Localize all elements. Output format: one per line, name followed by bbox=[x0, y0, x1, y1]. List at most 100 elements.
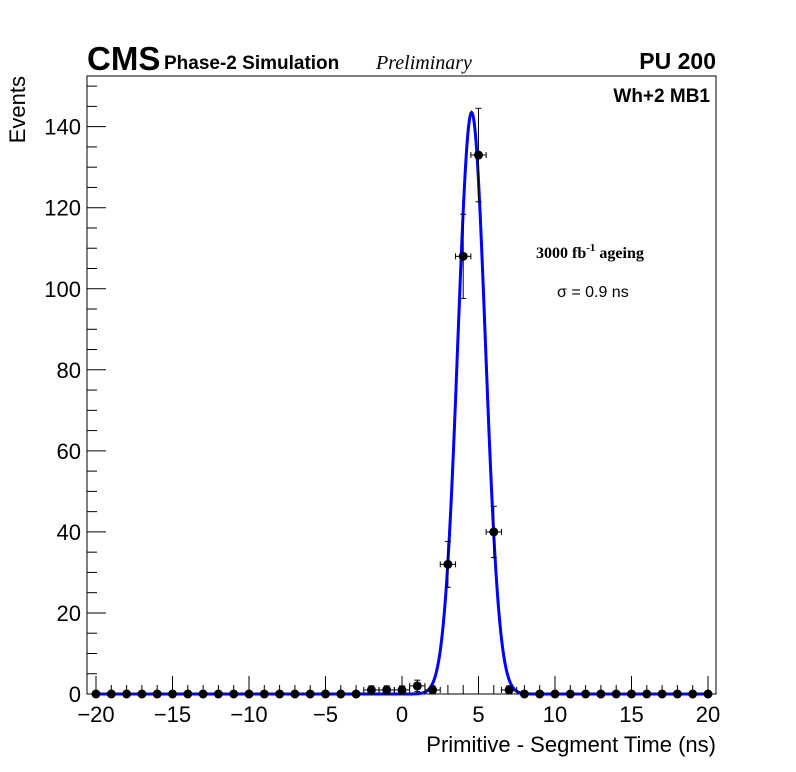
data-marker bbox=[657, 689, 667, 699]
x-tick-label: 5 bbox=[472, 702, 484, 727]
x-tick-label: −15 bbox=[154, 702, 191, 727]
data-point bbox=[393, 685, 411, 695]
x-tick-label: −20 bbox=[77, 702, 114, 727]
data-marker bbox=[259, 689, 269, 699]
x-tick-label: 10 bbox=[543, 702, 567, 727]
y-tick-label: 120 bbox=[44, 196, 81, 221]
data-marker bbox=[458, 251, 468, 261]
data-point bbox=[409, 679, 426, 693]
data-marker bbox=[596, 689, 606, 699]
simulation-label: Phase-2 Simulation bbox=[164, 53, 339, 74]
data-point bbox=[305, 689, 315, 699]
y-tick-label: 80 bbox=[57, 358, 81, 383]
data-point bbox=[703, 689, 713, 699]
station-label: Wh+2 MB1 bbox=[613, 86, 710, 107]
data-point bbox=[455, 213, 472, 299]
data-point bbox=[611, 689, 621, 699]
data-point bbox=[198, 689, 208, 699]
data-marker bbox=[474, 150, 483, 160]
data-marker bbox=[504, 685, 514, 695]
ageing-label: 3000 fb-1 ageing bbox=[536, 242, 644, 262]
data-point bbox=[627, 689, 636, 699]
x-axis-label: Primitive - Segment Time (ns) bbox=[426, 732, 716, 757]
preliminary-label: Preliminary bbox=[375, 52, 472, 74]
data-points bbox=[91, 107, 713, 699]
data-marker bbox=[382, 685, 392, 695]
data-point bbox=[550, 689, 560, 699]
data-point bbox=[290, 689, 300, 699]
data-marker bbox=[412, 681, 422, 691]
data-point bbox=[106, 689, 116, 699]
data-point bbox=[500, 685, 518, 695]
data-marker bbox=[168, 689, 177, 699]
data-marker bbox=[703, 689, 713, 699]
data-marker bbox=[443, 559, 453, 569]
data-point bbox=[642, 689, 652, 699]
data-marker bbox=[198, 689, 208, 699]
tick-marks bbox=[87, 85, 709, 695]
data-marker bbox=[489, 527, 499, 537]
x-tick-label: 20 bbox=[696, 702, 720, 727]
x-tick-label: 15 bbox=[619, 702, 643, 727]
data-marker bbox=[213, 689, 223, 699]
data-point bbox=[244, 689, 254, 699]
data-point bbox=[351, 689, 361, 699]
y-tick-labels: 0 20 40 60 80 100 120 140 bbox=[44, 115, 81, 707]
data-marker bbox=[305, 689, 315, 699]
data-point bbox=[183, 689, 193, 699]
data-point bbox=[137, 689, 147, 699]
data-marker bbox=[91, 689, 101, 699]
ageing-prefix: 3000 fb bbox=[536, 245, 586, 262]
data-marker bbox=[565, 689, 575, 699]
data-marker bbox=[672, 689, 682, 699]
data-marker bbox=[428, 685, 438, 695]
data-marker bbox=[137, 689, 147, 699]
y-tick-label: 20 bbox=[57, 601, 81, 626]
data-marker bbox=[321, 689, 330, 699]
data-marker bbox=[336, 689, 346, 699]
data-point bbox=[213, 689, 223, 699]
gaussian-fit-curve bbox=[96, 110, 708, 696]
data-marker bbox=[183, 689, 193, 699]
data-marker bbox=[519, 689, 529, 699]
fit-layer bbox=[96, 110, 708, 696]
data-point bbox=[470, 107, 487, 203]
data-point bbox=[672, 689, 682, 699]
data-marker bbox=[152, 689, 162, 699]
data-point bbox=[535, 689, 545, 699]
ageing-exponent: -1 bbox=[586, 242, 595, 254]
data-marker bbox=[642, 689, 652, 699]
data-marker bbox=[229, 689, 239, 699]
data-point bbox=[519, 689, 529, 699]
ageing-suffix: ageing bbox=[595, 245, 643, 262]
x-tick-label: 0 bbox=[396, 702, 408, 727]
y-tick-label: 140 bbox=[44, 115, 81, 140]
data-point bbox=[321, 689, 330, 699]
data-marker bbox=[627, 689, 636, 699]
data-point bbox=[275, 689, 285, 699]
data-point bbox=[439, 540, 457, 588]
data-marker bbox=[366, 685, 376, 695]
data-point bbox=[424, 685, 441, 695]
data-point bbox=[122, 689, 132, 699]
data-marker bbox=[611, 689, 621, 699]
data-point bbox=[688, 689, 698, 699]
data-point bbox=[363, 685, 380, 695]
data-marker bbox=[688, 689, 698, 699]
y-tick-label: 40 bbox=[57, 520, 81, 545]
data-point bbox=[259, 689, 269, 699]
data-marker bbox=[535, 689, 545, 699]
x-tick-labels: −20 −15 −10 −5 0 5 10 15 20 bbox=[77, 702, 720, 727]
data-point bbox=[565, 689, 575, 699]
data-marker bbox=[106, 689, 116, 699]
data-marker bbox=[581, 689, 591, 699]
data-point bbox=[657, 689, 667, 699]
data-marker bbox=[290, 689, 300, 699]
y-tick-label: 60 bbox=[57, 439, 81, 464]
data-point bbox=[485, 505, 502, 559]
pileup-label: PU 200 bbox=[639, 48, 716, 74]
data-point bbox=[91, 689, 101, 699]
x-tick-label: −5 bbox=[313, 702, 338, 727]
data-point bbox=[168, 689, 177, 699]
